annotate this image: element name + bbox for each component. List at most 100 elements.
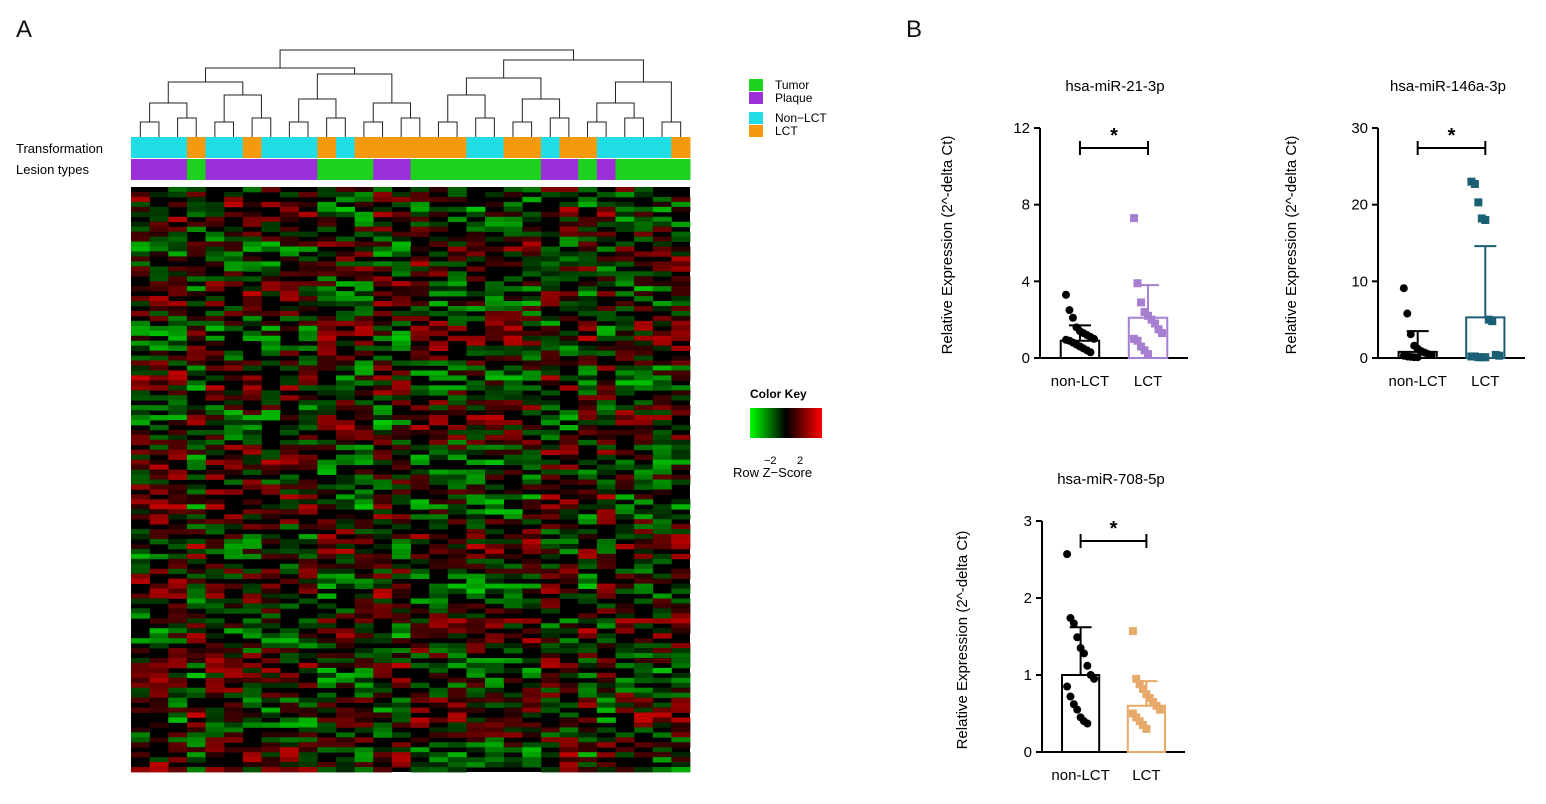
- heatmap-cell: [205, 355, 225, 361]
- heatmap-cell: [540, 643, 560, 649]
- heatmap-cell: [298, 752, 318, 758]
- heatmap-cell: [652, 226, 672, 233]
- heatmap-cell: [503, 429, 523, 436]
- heatmap-cell: [447, 742, 467, 748]
- heatmap-cell: [373, 682, 393, 689]
- heatmap-cell: [149, 529, 169, 535]
- heatmap-cell: [634, 345, 654, 352]
- heatmap-cell: [671, 529, 691, 535]
- heatmap-cell: [280, 692, 300, 699]
- heatmap-cell: [298, 315, 318, 322]
- heatmap-cell: [168, 415, 188, 421]
- heatmap-cell: [391, 380, 411, 386]
- heatmap-cell: [242, 266, 262, 272]
- heatmap-cell: [168, 558, 188, 565]
- heatmap-cell: [466, 628, 486, 634]
- heatmap-cell: [671, 553, 691, 560]
- lesion-cell: [149, 159, 169, 180]
- heatmap-cell: [335, 682, 355, 689]
- heatmap-cell: [391, 573, 411, 580]
- heatmap-cell: [596, 767, 616, 773]
- heatmap-cell: [671, 286, 691, 292]
- heatmap-cell: [596, 420, 616, 426]
- heatmap-cell: [540, 633, 560, 639]
- heatmap-cell: [224, 519, 244, 525]
- heatmap-cell: [485, 553, 505, 560]
- heatmap-cell: [559, 643, 579, 649]
- heatmap-cell: [280, 206, 300, 213]
- heatmap-cell: [485, 519, 505, 525]
- heatmap-cell: [410, 618, 430, 624]
- heatmap-cell: [354, 727, 374, 733]
- heatmap-cell: [131, 434, 151, 441]
- heatmap-cell: [335, 707, 355, 713]
- heatmap-cell: [671, 727, 691, 733]
- heatmap-cell: [149, 489, 169, 495]
- heatmap-cell: [242, 677, 262, 684]
- heatmap-cell: [503, 648, 523, 654]
- heatmap-cell: [522, 732, 542, 738]
- heatmap-cell: [652, 603, 672, 609]
- heatmap-cell: [578, 305, 598, 312]
- heatmap-cell: [596, 464, 616, 470]
- heatmap-cell: [559, 757, 579, 763]
- heatmap-cell: [186, 315, 206, 322]
- heatmap-cell: [391, 191, 411, 198]
- heatmap-cell: [466, 365, 486, 371]
- data-point: [1132, 674, 1141, 683]
- heatmap-cell: [485, 211, 505, 218]
- heatmap-cell: [280, 350, 300, 356]
- heatmap-cell: [242, 241, 262, 247]
- heatmap-cell: [168, 241, 188, 247]
- heatmap-cell: [447, 484, 467, 490]
- heatmap-cell: [485, 618, 505, 624]
- heatmap-cell: [149, 692, 169, 699]
- heatmap-cell: [615, 335, 635, 342]
- heatmap-cell: [205, 707, 225, 713]
- heatmap-cell: [447, 643, 467, 649]
- heatmap-cell: [578, 365, 598, 371]
- heatmap-cell: [261, 593, 281, 599]
- heatmap-cell: [485, 682, 505, 689]
- heatmap-cell: [540, 444, 560, 451]
- heatmap-cell: [242, 459, 262, 466]
- heatmap-cell: [242, 286, 262, 292]
- heatmap-cell: [373, 360, 393, 366]
- heatmap-cell: [186, 722, 206, 728]
- heatmap-cell: [615, 330, 635, 337]
- heatmap-cell: [466, 479, 486, 485]
- heatmap-cell: [298, 281, 318, 287]
- heatmap-cell: [242, 236, 262, 242]
- heatmap-cell: [391, 385, 411, 391]
- heatmap-cell: [298, 737, 318, 743]
- data-point: [1481, 216, 1490, 224]
- heatmap-cell: [615, 345, 635, 352]
- heatmap-cell: [224, 464, 244, 470]
- heatmap-cell: [559, 256, 579, 262]
- heatmap-cell: [391, 757, 411, 763]
- heatmap-cell: [373, 410, 393, 416]
- heatmap-cell: [298, 424, 318, 431]
- heatmap-cell: [317, 628, 337, 634]
- heatmap-cell: [298, 385, 318, 391]
- heatmap-cell: [317, 201, 337, 208]
- heatmap-cell: [503, 434, 523, 441]
- heatmap-cell: [298, 568, 318, 575]
- heatmap-cell: [131, 677, 151, 684]
- heatmap-cell: [224, 548, 244, 555]
- heatmap-cell: [391, 583, 411, 589]
- heatmap-cell: [373, 231, 393, 237]
- heatmap-cell: [596, 345, 616, 352]
- heatmap-cell: [410, 370, 430, 376]
- heatmap-cell: [634, 187, 654, 193]
- heatmap-cell: [410, 454, 430, 461]
- heatmap-cell: [540, 727, 560, 733]
- y-tick-label: 8: [1022, 197, 1030, 214]
- heatmap-cell: [131, 568, 151, 575]
- heatmap-cell: [354, 608, 374, 614]
- heatmap-cell: [186, 385, 206, 391]
- significance-star: *: [1448, 125, 1456, 147]
- heatmap-cell: [540, 370, 560, 376]
- heatmap-cell: [485, 563, 505, 570]
- heatmap-cell: [410, 315, 430, 322]
